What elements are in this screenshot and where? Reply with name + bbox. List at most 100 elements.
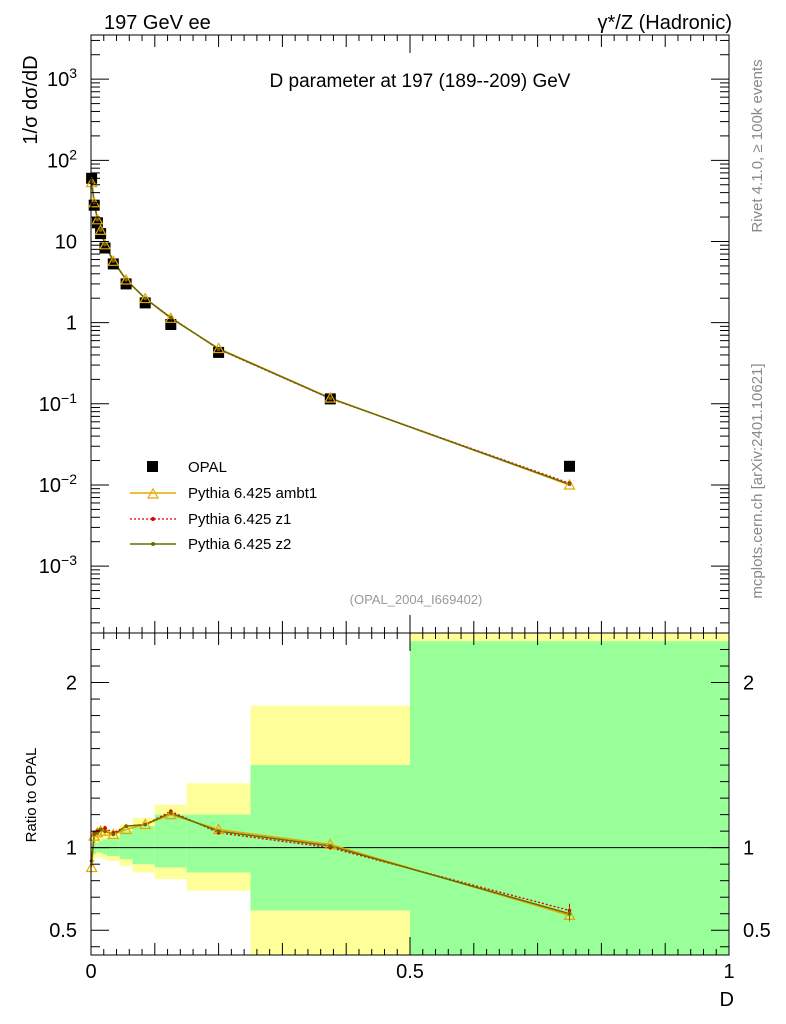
legend-z1-marker bbox=[151, 517, 155, 521]
inner-uncertainty-band bbox=[102, 839, 107, 855]
opal-data-point bbox=[564, 460, 575, 472]
ratio-y-tick-label-left: 0.5 bbox=[49, 920, 77, 942]
main-frame bbox=[90, 34, 730, 634]
inner-uncertainty-band bbox=[106, 837, 120, 856]
ambt1-ratio-point bbox=[139, 818, 152, 830]
z2-point bbox=[89, 179, 94, 184]
analysis-id: (OPAL_2004_I669402) bbox=[350, 592, 483, 607]
main-line-z2 bbox=[90, 181, 570, 486]
ratio-tick-labels: 0.5 0.5 1 1 2 2 0 0.5 1 bbox=[49, 673, 771, 984]
inner-uncertainty-band bbox=[132, 826, 155, 865]
z2-ratio-point bbox=[92, 832, 96, 837]
opal-data-point bbox=[165, 319, 177, 330]
energy-label: 197 GeV ee bbox=[104, 12, 211, 34]
ambt1-ratio-point bbox=[164, 808, 177, 820]
ambt1-ratio-point bbox=[120, 823, 133, 835]
z2-point bbox=[328, 396, 333, 401]
legend-opal-label: OPAL bbox=[188, 459, 227, 476]
ambt1-point bbox=[94, 224, 107, 235]
ambt1-ratio-point bbox=[85, 861, 98, 873]
main-y-axis-label: 1/σ dσ/dD bbox=[20, 55, 42, 144]
inner-uncertainty-band bbox=[410, 641, 729, 955]
main-markers bbox=[85, 172, 576, 490]
ratio-y-tick-label-right: 0.5 bbox=[743, 920, 771, 942]
z2-point bbox=[143, 296, 147, 301]
ambt1-point bbox=[139, 292, 152, 304]
mcplots-label: mcplots.cern.ch [arXiv:2401.10621] bbox=[749, 363, 766, 598]
main-series-lines bbox=[90, 181, 570, 486]
ratio-panel: 0.5 0.5 1 1 2 2 0 0.5 1 Ratio to OPAL D bbox=[23, 632, 771, 1011]
inner-uncertainty-band bbox=[154, 814, 187, 868]
rivet-version-label: Rivet 4.1.0, ≥ 100k events bbox=[749, 59, 766, 232]
main-ticks bbox=[90, 35, 730, 633]
z2-point bbox=[103, 242, 107, 247]
opal-data-point bbox=[107, 258, 119, 270]
x-tick-label: 0 bbox=[85, 961, 96, 983]
inner-uncertainty-band bbox=[250, 765, 410, 911]
legend-ambt1-label: Pythia 6.425 ambt1 bbox=[188, 485, 317, 502]
ambt1-point bbox=[324, 391, 337, 403]
ratio-ticks bbox=[90, 632, 730, 955]
main-y-tick-label: 10 bbox=[55, 232, 77, 254]
process-label: γ*/Z (Hadronic) bbox=[598, 12, 732, 34]
z2-point bbox=[124, 277, 128, 282]
opal-data-point bbox=[91, 217, 103, 229]
z2-ratio-point bbox=[95, 831, 100, 835]
legend-z1-label: Pythia 6.425 z1 bbox=[188, 511, 291, 528]
main-line-z1 bbox=[90, 181, 570, 484]
z2-point bbox=[95, 217, 100, 222]
ambt1-ratio-point bbox=[99, 824, 112, 836]
ratio-uncertainty-bands bbox=[91, 633, 729, 955]
z2-ratio-point bbox=[111, 832, 116, 837]
main-line-ambt1 bbox=[90, 182, 570, 486]
legend-opal-marker bbox=[147, 461, 158, 472]
main-y-tick-label: 102 bbox=[47, 146, 77, 172]
z2-point bbox=[111, 259, 116, 263]
z2-ratio-point bbox=[169, 811, 173, 815]
main-y-tick-label: 10−2 bbox=[39, 471, 77, 497]
legend-z2-marker bbox=[151, 542, 155, 546]
z2-ratio-point bbox=[216, 829, 221, 833]
z2-point bbox=[216, 347, 221, 351]
z2-ratio-point bbox=[567, 911, 572, 916]
ambt1-point bbox=[107, 255, 120, 266]
ratio-y-tick-label-left: 2 bbox=[66, 673, 77, 695]
chart-title: D parameter at 197 (189--209) GeV bbox=[270, 71, 571, 92]
z2-ratio-point bbox=[143, 822, 147, 827]
ambt1-point bbox=[563, 478, 576, 490]
ambt1-point bbox=[212, 342, 225, 354]
main-y-tick-label: 1 bbox=[66, 313, 77, 335]
ambt1-point bbox=[120, 273, 133, 285]
main-y-tick-label: 10−3 bbox=[39, 552, 77, 578]
inner-uncertainty-band bbox=[98, 841, 103, 853]
x-axis-label: D bbox=[720, 989, 734, 1011]
x-tick-label: 0.5 bbox=[396, 961, 424, 983]
opal-data-point bbox=[95, 228, 107, 240]
z1-ratio-point bbox=[103, 826, 107, 830]
opal-data-point bbox=[99, 242, 111, 254]
opal-data-point bbox=[88, 199, 100, 211]
ambt1-point bbox=[99, 238, 112, 250]
ratio-y-axis-label: Ratio to OPAL bbox=[23, 748, 40, 843]
x-tick-label: 1 bbox=[723, 961, 734, 983]
ambt1-ratio-point bbox=[107, 828, 120, 840]
z2-ratio-point bbox=[328, 844, 333, 848]
z2-ratio-point bbox=[98, 827, 103, 832]
main-panel: 10−3 10−2 10−1 1 10 102 103 D parameter at 197… bbox=[20, 34, 730, 634]
z2-ratio-point bbox=[124, 824, 128, 828]
legend-z2-label: Pythia 6.425 z2 bbox=[188, 536, 291, 553]
z2-ratio-point bbox=[89, 859, 94, 863]
inner-uncertainty-band bbox=[119, 831, 133, 860]
ambt1-point bbox=[164, 312, 177, 323]
legend-ambt1-marker bbox=[146, 487, 160, 499]
ratio-y-tick-label-left: 1 bbox=[66, 838, 77, 860]
z2-point bbox=[98, 228, 103, 232]
ambt1-point bbox=[91, 213, 104, 225]
z2-point bbox=[169, 315, 173, 320]
ambt1-point bbox=[85, 176, 98, 188]
main-y-tick-labels: 10−3 10−2 10−1 1 10 102 103 bbox=[39, 65, 77, 578]
ratio-y-tick-label-right: 1 bbox=[743, 838, 754, 860]
z2-ratio-point bbox=[103, 829, 107, 833]
legend: OPAL Pythia 6.425 ambt1 Pythia 6.425 z1 … bbox=[130, 459, 317, 553]
